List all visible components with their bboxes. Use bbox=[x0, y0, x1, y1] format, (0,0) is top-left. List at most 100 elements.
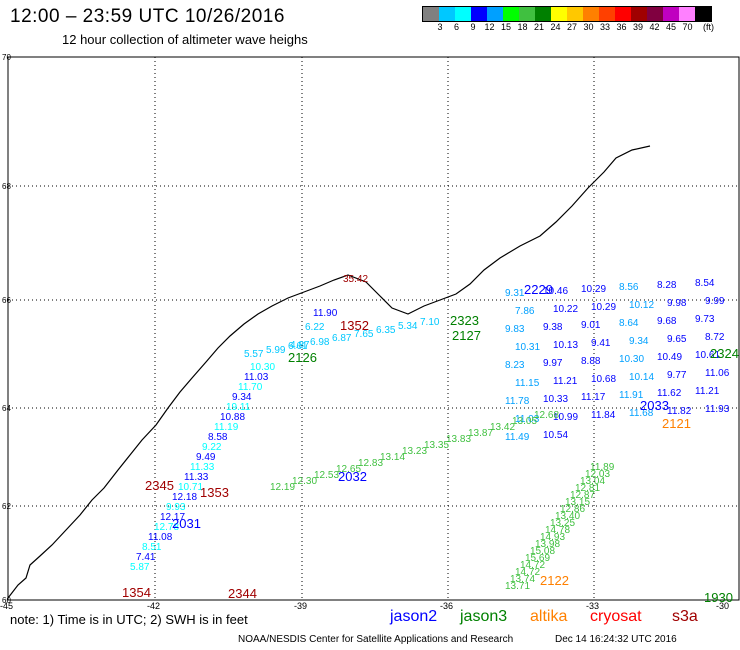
wave-height-value: 12.78 bbox=[154, 522, 179, 533]
wave-height-value: 7.41 bbox=[136, 552, 156, 563]
legend-swatch bbox=[551, 7, 567, 21]
wave-height-value: 10.30 bbox=[250, 362, 275, 373]
wave-height-value: 12.65 bbox=[336, 464, 361, 475]
legend-swatch bbox=[567, 7, 583, 21]
wave-height-value: 8.54 bbox=[695, 278, 715, 289]
satellite-s3a: s3a bbox=[672, 608, 698, 625]
pass-label: 2345 bbox=[145, 478, 174, 493]
legend-swatch bbox=[695, 7, 711, 21]
pass-label: 2122 bbox=[540, 573, 569, 588]
wave-height-value: 11.78 bbox=[505, 396, 530, 407]
wave-height-value: 13.42 bbox=[490, 422, 515, 433]
wave-height-value: 13.15 bbox=[565, 497, 590, 508]
satellite-cryosat: cryosat bbox=[590, 608, 642, 625]
wave-height-value: 11.84 bbox=[591, 410, 616, 421]
units-note: note: 1) Time is in UTC; 2) SWH is in fe… bbox=[10, 612, 248, 627]
wave-height-value: 19.11 bbox=[226, 402, 251, 413]
wave-height-value: 10.29 bbox=[591, 302, 616, 313]
legend-swatch bbox=[487, 7, 503, 21]
latitude-label: 68 bbox=[2, 182, 11, 191]
wave-height-value: 13.87 bbox=[468, 428, 493, 439]
legend-label: 33 bbox=[599, 22, 610, 32]
wave-height-value: 8.88 bbox=[581, 356, 601, 367]
legend-label: 9 bbox=[470, 22, 476, 32]
wave-height-value: 10.71 bbox=[178, 482, 203, 493]
longitude-label: -33 bbox=[586, 601, 599, 611]
wave-height-value: 11.06 bbox=[705, 368, 730, 379]
wave-height-value: 5.99 bbox=[266, 345, 286, 356]
wave-height-value: 7.65 bbox=[354, 329, 374, 340]
wave-height-value: 13.98 bbox=[535, 539, 560, 550]
wave-height-value: 11.21 bbox=[553, 376, 578, 387]
legend-label: 18 bbox=[517, 22, 528, 32]
wave-height-value: 13.04 bbox=[580, 476, 605, 487]
wave-height-value: 7.10 bbox=[420, 317, 440, 328]
footer-timestamp: Dec 14 16:24:32 UTC 2016 bbox=[555, 634, 677, 645]
legend-label: 39 bbox=[632, 22, 643, 32]
legend-swatch bbox=[471, 7, 487, 21]
legend-label: 70 bbox=[682, 22, 693, 32]
wave-height-value: 13.14 bbox=[380, 452, 405, 463]
wave-height-value: 11.15 bbox=[515, 378, 540, 389]
satellite-altika: altika bbox=[530, 608, 568, 625]
wave-height-value: 11.91 bbox=[619, 390, 644, 401]
latitude-label: 66 bbox=[2, 296, 11, 305]
legend-label: 42 bbox=[649, 22, 660, 32]
legend-swatch bbox=[663, 7, 679, 21]
legend-swatch bbox=[647, 7, 663, 21]
wave-height-value: 11.21 bbox=[695, 386, 720, 397]
wave-height-value: 11.33 bbox=[184, 472, 209, 483]
wave-height-value: 12.81 bbox=[575, 483, 600, 494]
wave-height-value: 11.03 bbox=[515, 414, 540, 425]
map-title: 12:00 – 23:59 UTC 10/26/2016 bbox=[10, 6, 285, 27]
legend-label: 15 bbox=[500, 22, 511, 32]
legend-swatch bbox=[503, 7, 519, 21]
wave-height-value: 9.77 bbox=[667, 370, 687, 381]
wave-height-value: 6.22 bbox=[305, 322, 325, 333]
longitude-label: -39 bbox=[294, 601, 307, 611]
wave-height-value: 7.86 bbox=[515, 306, 535, 317]
legend-label: 6 bbox=[453, 22, 459, 32]
wave-height-value: 9.34 bbox=[629, 336, 649, 347]
wave-height-value: 11.19 bbox=[214, 422, 239, 433]
wave-height-value: 10.29 bbox=[581, 284, 606, 295]
wave-height-value: 11.03 bbox=[244, 372, 269, 383]
wave-height-value: 9.93 bbox=[166, 502, 186, 513]
wave-height-value: 10.31 bbox=[515, 342, 540, 353]
legend-unit: (ft) bbox=[703, 22, 714, 32]
wave-height-value: 10.12 bbox=[629, 300, 654, 311]
wave-height-value: 15.08 bbox=[530, 546, 555, 557]
wave-height-value: 8.23 bbox=[505, 360, 525, 371]
wave-height-value: 10.49 bbox=[657, 352, 682, 363]
pass-label: 2229 bbox=[524, 282, 553, 297]
legend-swatch bbox=[631, 7, 647, 21]
wave-height-value: 11.90 bbox=[313, 308, 338, 319]
wave-height-value: 8.72 bbox=[705, 332, 725, 343]
wave-height-value: 14.78 bbox=[545, 525, 570, 536]
legend-swatch bbox=[599, 7, 615, 21]
latitude-label: 64 bbox=[2, 404, 11, 413]
wave-height-value: 8.64 bbox=[619, 318, 639, 329]
pass-label: 2127 bbox=[452, 328, 481, 343]
wave-height-value: 9.68 bbox=[657, 316, 677, 327]
wave-height-value: 12.19 bbox=[270, 482, 295, 493]
wave-height-value: 11.33 bbox=[190, 462, 215, 473]
wave-height-value: 13.83 bbox=[446, 434, 471, 445]
wave-height-value: 10.30 bbox=[619, 354, 644, 365]
longitude-label: -45 bbox=[0, 601, 13, 611]
wave-height-value: 10.13 bbox=[553, 340, 578, 351]
wave-height-value: 10.54 bbox=[543, 430, 568, 441]
wave-height-value: 9.41 bbox=[591, 338, 611, 349]
wave-height-value: 9.22 bbox=[202, 442, 222, 453]
wave-height-value: 9.49 bbox=[196, 452, 216, 463]
wave-height-value: 5.57 bbox=[244, 349, 264, 360]
pass-label: 2031 bbox=[172, 516, 201, 531]
altimeter-tracks: 9.31 10.46 10.29 8.56 8.28 8.547.86 10.22 10.29… bbox=[122, 274, 739, 605]
legend-swatch bbox=[423, 7, 439, 21]
wave-height-value: 10.33 bbox=[543, 394, 568, 405]
wave-height-value: 8.58 bbox=[208, 432, 228, 443]
wave-height-value: 13.25 bbox=[550, 518, 575, 529]
pass-label: 2033 bbox=[640, 398, 669, 413]
wave-height-value: 12.86 bbox=[560, 504, 585, 515]
grid-lines bbox=[8, 57, 739, 600]
